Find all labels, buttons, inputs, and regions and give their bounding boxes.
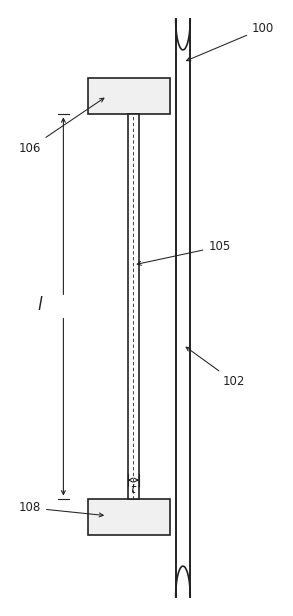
Text: 106: 106 [19,98,104,155]
Bar [88,78,170,115]
Bar [88,498,170,535]
Text: $l$: $l$ [37,296,43,314]
Text: 108: 108 [19,501,103,517]
Bar [127,115,139,498]
Text: 105: 105 [137,240,231,265]
Text: 102: 102 [186,347,245,388]
Text: $t$: $t$ [130,483,137,496]
Text: 100: 100 [187,22,274,61]
